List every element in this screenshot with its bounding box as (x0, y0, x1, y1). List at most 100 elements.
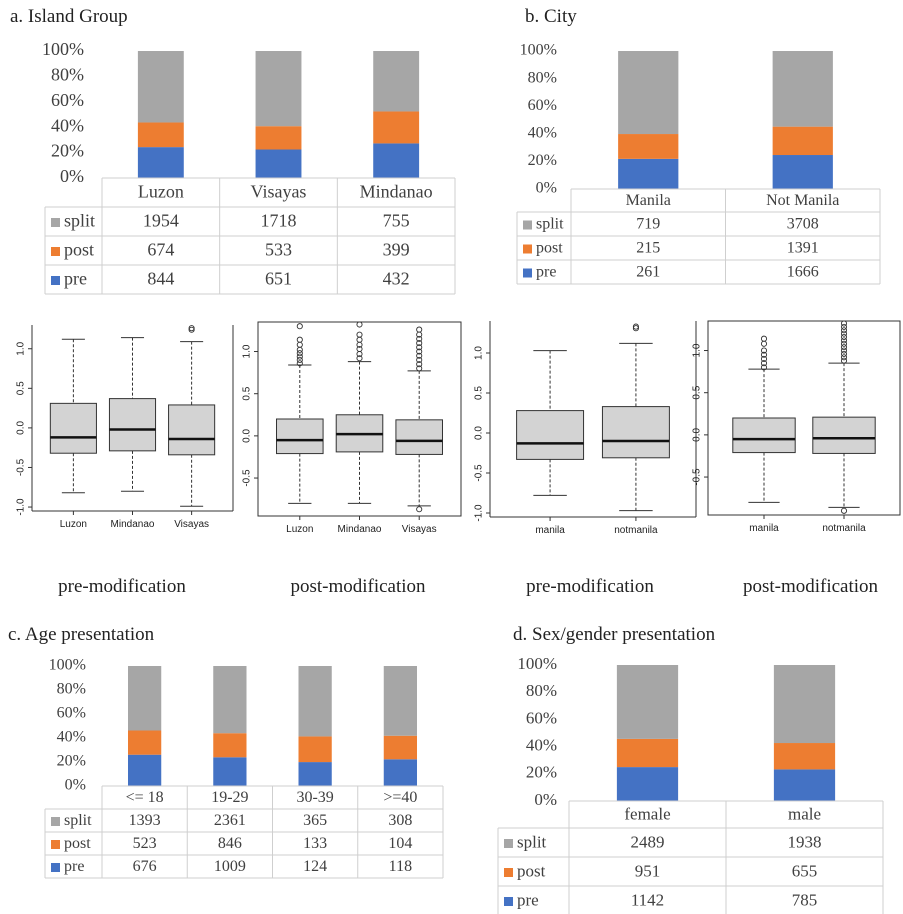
stacked-bar-chart-6: 100% 80% 60% 40% 20% 0% <= 18 19-29 30-39 >=40 spl… (44, 657, 444, 879)
table-cell-value: 308 (388, 812, 412, 829)
table-cell-value: 1142 (631, 890, 664, 909)
y-tick-label: 0.5 (474, 386, 485, 400)
y-tick-label: 20% (526, 763, 557, 782)
outlier-point (416, 335, 423, 342)
bar-post (137, 122, 184, 148)
legend-label-post: post (536, 240, 563, 257)
category-label: 30-39 (296, 789, 333, 806)
y-tick-label: 0.5 (16, 381, 27, 395)
bar-pre (298, 762, 332, 786)
outlier-point (840, 344, 848, 351)
y-tick-label: 0.0 (474, 426, 485, 440)
stacked-bar-chart-0: 100% 80% 60% 40% 20% 0% Luzon Visayas Mindanao sp… (42, 39, 456, 295)
table-cell-value: 951 (635, 861, 661, 880)
bar-split (137, 51, 184, 123)
table-cell-value: 2489 (631, 832, 665, 851)
bar-split (618, 51, 679, 135)
legend-label-post: post (517, 861, 546, 880)
y-tick-label: 0.5 (692, 385, 703, 399)
outlier-point (296, 353, 303, 360)
category-label: 19-29 (211, 789, 248, 806)
bar-split (298, 666, 332, 737)
bar-pre (616, 767, 679, 801)
bar-pre (618, 158, 679, 189)
bar-split (616, 665, 679, 739)
outlier-point (760, 340, 768, 347)
table-cell-value: 676 (133, 858, 157, 875)
table-cell-value: 1009 (214, 858, 246, 875)
bar-post (373, 111, 420, 144)
y-tick-label: 20% (51, 141, 84, 161)
y-tick-label: 0.0 (242, 428, 253, 442)
bar-post (128, 730, 162, 755)
table-cell-value: 523 (133, 835, 157, 852)
x-tick-label: manila (535, 525, 565, 536)
y-tick-label: 40% (526, 736, 557, 755)
outlier-point (416, 326, 423, 333)
y-tick-label: 0.0 (692, 427, 703, 441)
x-tick-label: manila (749, 523, 779, 534)
outlier-point (840, 327, 848, 334)
legend-swatch-split (51, 817, 60, 826)
bar-pre (255, 149, 302, 178)
box (49, 402, 97, 454)
outlier-point (632, 325, 639, 332)
bar-post (772, 126, 833, 156)
y-tick-label: 0.5 (242, 386, 253, 400)
caption-city-post: post-modification (742, 576, 879, 597)
y-tick-label: 0% (65, 777, 86, 794)
y-tick-label: -0.5 (692, 468, 703, 486)
y-tick-label: 20% (528, 152, 557, 169)
y-tick-label: 80% (57, 681, 86, 698)
y-tick-label: -1.0 (16, 498, 27, 516)
plot-frame (707, 320, 901, 516)
table-cell-value: 215 (636, 240, 660, 257)
x-tick-label: Luzon (60, 519, 87, 530)
y-tick-label: 40% (57, 729, 86, 746)
bar-pre (773, 769, 836, 801)
outlier-point (840, 340, 848, 347)
bar-split (128, 666, 162, 731)
outlier-point (760, 364, 768, 371)
table-cell-value: 124 (303, 858, 327, 875)
x-tick-label: Mindanao (338, 524, 382, 535)
legend-label-split: split (64, 211, 95, 231)
bar-post (618, 134, 679, 159)
table-cell-value: 674 (147, 240, 174, 260)
y-tick-label: 1.0 (16, 341, 27, 355)
y-tick-label: 60% (528, 97, 557, 114)
legend-swatch-split (504, 839, 513, 848)
outlier-point (416, 340, 423, 347)
bar-split (773, 665, 836, 744)
outlier-point (296, 350, 303, 357)
outlier-point (760, 351, 768, 358)
box (732, 417, 796, 454)
outlier-point (188, 325, 195, 332)
table-cell-value: 1954 (143, 211, 179, 231)
y-tick-label: 80% (51, 65, 84, 85)
y-tick-label: 0% (60, 166, 84, 186)
stacked-bar-chart-7: 100% 80% 60% 40% 20% 0% female male split 2489 193… (497, 654, 884, 914)
y-tick-label: 100% (42, 39, 84, 59)
y-tick-label: -0.5 (474, 464, 485, 482)
category-label: Manila (626, 192, 671, 209)
legend-label-pre: pre (536, 264, 556, 281)
table-cell-value: 2361 (214, 812, 246, 829)
outlier-point (416, 344, 423, 351)
stacked-bar-chart-1: 100% 80% 60% 40% 20% 0% Manila Not Manila split 7… (516, 42, 881, 285)
table-cell-value: 785 (792, 890, 818, 909)
outlier-point (296, 323, 303, 330)
outlier-point (840, 347, 848, 354)
y-tick-label: 60% (57, 705, 86, 722)
bar-post (255, 126, 302, 150)
table-cell-value: 1718 (261, 211, 297, 231)
table-cell-value: 1393 (129, 812, 161, 829)
outlier-point (356, 331, 363, 338)
category-label: Mindanao (360, 182, 433, 202)
y-tick-label: -0.5 (16, 458, 27, 476)
table-cell-value: 365 (303, 812, 327, 829)
legend-swatch-post (51, 840, 60, 849)
boxplot-5: 1.0 0.5 0.0 -0.5 manila notmanila (692, 320, 901, 534)
